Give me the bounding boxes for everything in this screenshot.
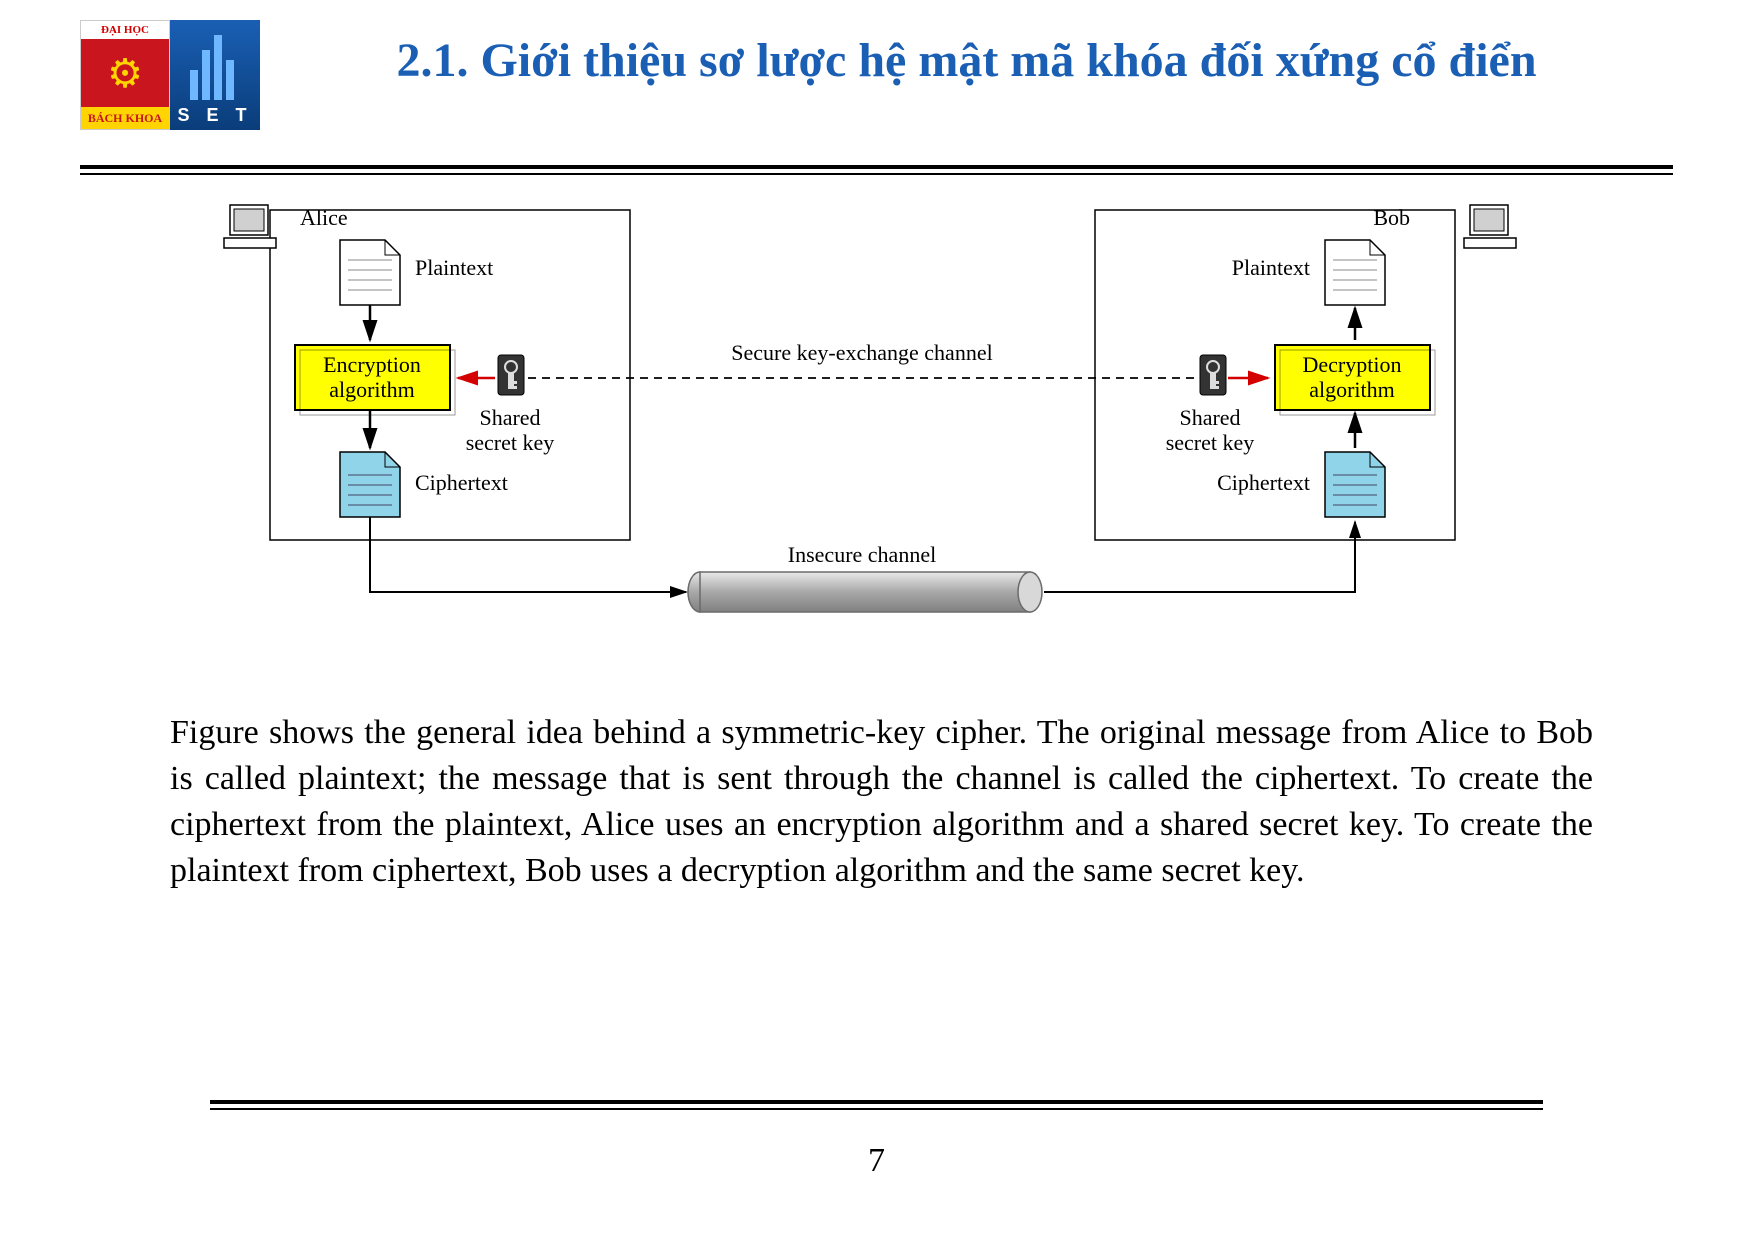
alice-label: Alice	[300, 205, 348, 230]
secure-channel-label: Secure key-exchange channel	[731, 340, 992, 365]
bob-ciphertext-doc	[1325, 452, 1385, 517]
slide-header: ★ ĐẠI HỌC ⚙ BÁCH KHOA S E T 2.1. Giới th…	[80, 20, 1673, 130]
bob-key-label-1: Shared	[1179, 405, 1240, 430]
logo-bk-bottom: BÁCH KHOA	[81, 107, 169, 129]
bob-plaintext-doc	[1325, 240, 1385, 305]
encryption-label-2: algorithm	[329, 377, 415, 402]
decryption-label-2: algorithm	[1309, 377, 1395, 402]
symmetric-cipher-diagram: Alice Bob Plaintext Encryption algorithm…	[200, 200, 1520, 640]
bob-label: Bob	[1373, 205, 1410, 230]
alice-plaintext-label: Plaintext	[415, 255, 493, 280]
header-divider	[80, 165, 1673, 175]
logo-bk-top: ĐẠI HỌC	[81, 21, 169, 39]
bob-key-label-2: secret key	[1166, 430, 1255, 455]
insecure-channel-pipe	[688, 572, 1042, 612]
bob-ciphertext-label: Ciphertext	[1217, 470, 1310, 495]
alice-computer-icon	[224, 205, 276, 248]
logo-set: S E T	[170, 20, 260, 130]
figure-description: Figure shows the general idea behind a s…	[170, 710, 1593, 894]
logos: ★ ĐẠI HỌC ⚙ BÁCH KHOA S E T	[80, 20, 260, 130]
bob-key-icon	[1200, 355, 1226, 395]
alice-plaintext-doc	[340, 240, 400, 305]
alice-ciphertext-doc	[340, 452, 400, 517]
page-number: 7	[0, 1142, 1753, 1180]
logo-set-text: S E T	[170, 105, 260, 126]
alice-ciphertext-label: Ciphertext	[415, 470, 508, 495]
footer-divider	[210, 1100, 1543, 1110]
path-alice-to-pipe	[370, 517, 686, 592]
slide-title: 2.1. Giới thiệu sơ lược hệ mật mã khóa đ…	[260, 20, 1673, 92]
bob-plaintext-label: Plaintext	[1232, 255, 1310, 280]
alice-key-label-2: secret key	[466, 430, 555, 455]
decryption-label-1: Decryption	[1303, 352, 1402, 377]
bob-computer-icon	[1464, 205, 1516, 248]
path-pipe-to-bob	[1044, 522, 1355, 592]
alice-key-label-1: Shared	[479, 405, 540, 430]
insecure-channel-label: Insecure channel	[788, 542, 936, 567]
encryption-label-1: Encryption	[323, 352, 421, 377]
alice-key-icon	[498, 355, 524, 395]
logo-bach-khoa: ★ ĐẠI HỌC ⚙ BÁCH KHOA	[80, 20, 170, 130]
